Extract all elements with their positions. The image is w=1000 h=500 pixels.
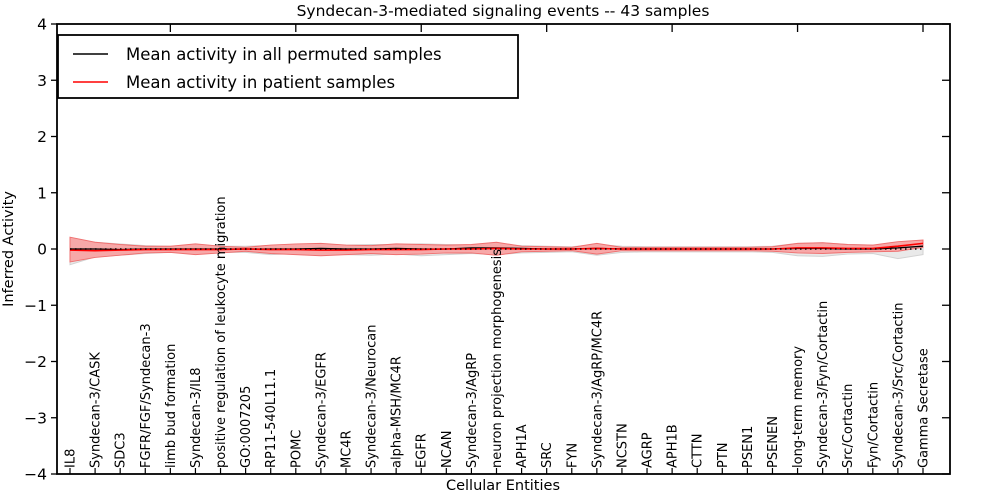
- x-tick-label: Src/Cortactin: [841, 384, 856, 468]
- legend-label-permuted: Mean activity in all permuted samples: [126, 45, 442, 64]
- x-tick-label: PSEN1: [741, 426, 756, 468]
- x-tick-label: long-term memory: [791, 346, 806, 468]
- x-tick-label: Syndecan-3/IL8: [189, 368, 204, 468]
- y-tick-label: −3: [24, 409, 47, 427]
- x-tick-label: Syndecan-3/AgRP: [465, 353, 480, 468]
- x-tick-label: EGFR: [415, 433, 430, 468]
- x-tick-label: GO:0007205: [239, 386, 254, 468]
- x-tick-label: SDC3: [114, 432, 129, 468]
- x-tick-label: Syndecan-3/Neurocan: [365, 325, 380, 468]
- legend-box: [57, 34, 519, 99]
- x-tick-label: AGRP: [641, 432, 656, 468]
- plot-frame: [56, 23, 951, 475]
- y-tick-label: −1: [24, 297, 47, 315]
- y-tick-label: 0: [37, 241, 47, 259]
- x-tick-label: Syndecan-3/Fyn/Cortactin: [816, 301, 831, 468]
- x-tick-label: limb bud formation: [164, 344, 179, 468]
- y-tick-label: 4: [37, 16, 47, 34]
- x-tick-label: IL8: [64, 449, 79, 468]
- x-tick-label: Syndecan-3/EGFR: [314, 352, 329, 468]
- x-tick-label: Gamma Secretase: [917, 348, 932, 468]
- x-tick-label: SRC: [540, 442, 555, 468]
- x-tick-label: FGFR/FGF/Syndecan-3: [139, 323, 154, 468]
- x-tick-label: APH1A: [515, 424, 530, 468]
- x-tick-label: PSENEN: [766, 416, 781, 468]
- x-tick-label: NCAN: [440, 431, 455, 468]
- plot-area: −4 −3 −2 −1 0 1 2 3 4 IL8 Syndecan-3/CASK SDC3 FGFR/…: [24, 16, 950, 484]
- chart-title: Syndecan-3-mediated signaling events -- …: [297, 2, 710, 20]
- x-tick-label: Syndecan-3/CASK: [89, 352, 104, 468]
- x-tick-label: Syndecan-3/Src/Cortactin: [891, 302, 906, 468]
- x-tick-label: Fyn/Cortactin: [866, 382, 881, 468]
- x-tick-label: MC4R: [339, 430, 354, 468]
- legend-label-patient: Mean activity in patient samples: [126, 73, 395, 92]
- x-tick-label: NCSTN: [615, 423, 630, 468]
- x-tick-label: Syndecan-3/AgRP/MC4R: [590, 311, 605, 468]
- x-tick-label: POMC: [289, 430, 304, 468]
- x-tick-label: RP11-540L11.1: [264, 369, 279, 468]
- y-tick-label: −4: [24, 466, 47, 484]
- legend: Mean activity in all permuted samples Me…: [57, 34, 519, 99]
- x-tick-label: CTTN: [691, 434, 706, 468]
- x-tick-label: FYN: [565, 443, 580, 468]
- y-tick-label: 1: [37, 184, 47, 202]
- x-tick-label: PTN: [716, 442, 731, 468]
- y-axis-label: Inferred Activity: [1, 191, 17, 307]
- y-tick-label: 2: [37, 128, 47, 146]
- x-tick-label: positive regulation of leukocyte migrati…: [214, 196, 229, 468]
- y-tick-label: −2: [24, 353, 47, 371]
- x-tick-label: neuron projection morphogenesis: [490, 249, 505, 468]
- y-tick-label: 3: [37, 72, 47, 90]
- x-tick-label: alpha-MSH/MC4R: [390, 356, 405, 468]
- x-axis-label: Cellular Entities: [446, 478, 560, 494]
- x-tick-label: APH1B: [666, 424, 681, 468]
